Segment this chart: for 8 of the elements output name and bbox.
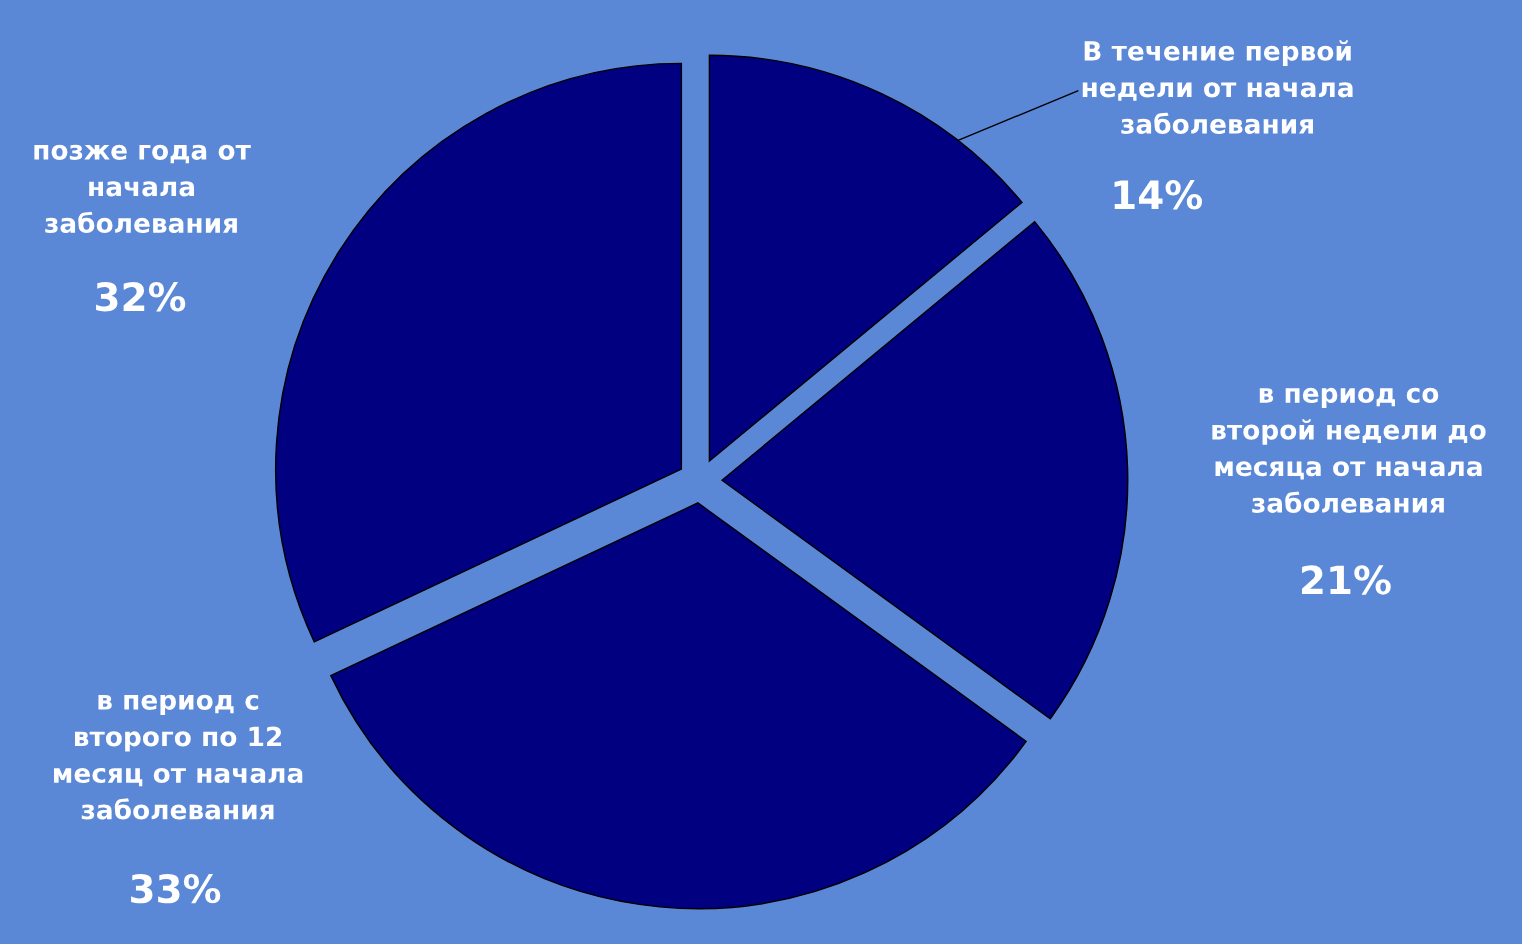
data-label: 14%: [1114, 180, 1203, 210]
data-label: 21%: [1301, 565, 1391, 595]
slice-label: позже года от начала заболевания: [34, 144, 251, 234]
data-label: 33%: [131, 873, 221, 904]
slice-label: в период с второго по 12 месяц от начала заболевания: [54, 694, 303, 820]
slice-label: в период со второй недели до месяца от начала заболевания: [1212, 387, 1486, 513]
data-label: 32%: [96, 282, 186, 312]
slice-label: В течение первой недели от начала заболевания: [1082, 40, 1353, 134]
